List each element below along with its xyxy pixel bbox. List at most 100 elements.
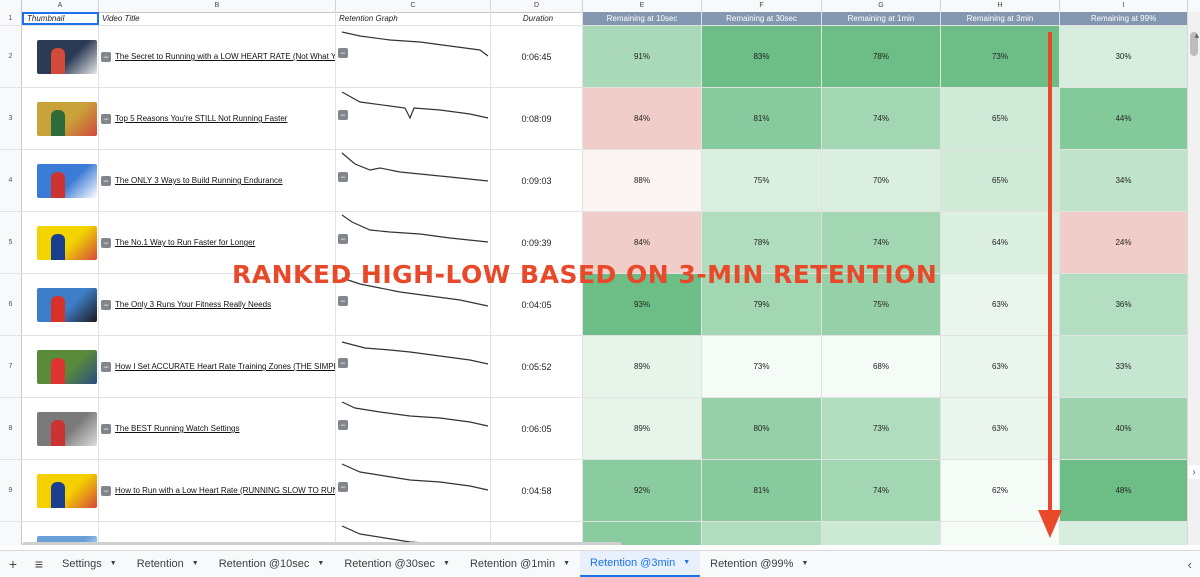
retention-r3m-cell[interactable]: 64%	[941, 212, 1060, 273]
retention-r3m-cell[interactable]: 63%	[941, 336, 1060, 397]
retention-graph-cell[interactable]: −	[336, 274, 491, 335]
header-remaining-1min[interactable]: Remaining at 1min	[822, 12, 941, 25]
duration-cell[interactable]: 0:06:05	[491, 398, 583, 459]
video-title-cell[interactable]: − The No.1 Way to Run Faster for Longer	[99, 212, 336, 273]
retention-r99-cell[interactable]: 30%	[1060, 522, 1188, 545]
retention-r30-cell[interactable]: 81%	[702, 88, 822, 149]
video-title-link[interactable]: The BEST Running Watch Settings	[115, 424, 240, 433]
retention-r3m-cell[interactable]: 63%	[941, 274, 1060, 335]
header-video-title[interactable]: Video Title	[99, 12, 336, 25]
thumbnail-cell[interactable]	[22, 150, 99, 211]
collapse-icon[interactable]: −	[338, 234, 348, 244]
header-remaining-3min[interactable]: Remaining at 3min	[941, 12, 1060, 25]
sheet-tab[interactable]: Retention @99% ▼	[700, 551, 818, 577]
retention-r99-cell[interactable]: 44%	[1060, 88, 1188, 149]
collapse-icon[interactable]: −	[101, 113, 111, 124]
add-sheet-icon[interactable]: +	[8, 555, 18, 572]
tab-menu-caret-icon[interactable]: ▼	[191, 560, 199, 567]
header-remaining-10sec[interactable]: Remaining at 10sec	[583, 12, 702, 25]
thumbnail-cell[interactable]	[22, 26, 99, 87]
video-thumbnail[interactable]	[37, 473, 97, 508]
duration-cell[interactable]: 0:04:58	[491, 460, 583, 521]
header-duration[interactable]: Duration	[491, 12, 583, 25]
sheet-tab[interactable]: Retention @1min ▼	[460, 551, 580, 577]
retention-r99-cell[interactable]: 30%	[1060, 26, 1188, 87]
retention-r99-cell[interactable]: 40%	[1060, 398, 1188, 459]
tab-menu-caret-icon[interactable]: ▼	[443, 560, 450, 567]
sheet-tab[interactable]: Retention ▼	[127, 551, 209, 577]
collapse-icon[interactable]: −	[338, 172, 348, 182]
video-title-link[interactable]: The ONLY 3 Ways to Build Running Enduran…	[115, 176, 283, 185]
tab-menu-caret-icon[interactable]: ▼	[563, 560, 571, 567]
sheet-tab[interactable]: Retention @3min ▼	[580, 550, 701, 577]
retention-r30-cell[interactable]: 83%	[702, 26, 822, 87]
column-header-d[interactable]: D	[491, 0, 583, 12]
row-number[interactable]: 3	[0, 88, 22, 149]
duration-cell[interactable]: 0:06:45	[491, 26, 583, 87]
video-title-cell[interactable]: − The Only 3 Runs Your Fitness Really Nee…	[99, 274, 336, 335]
retention-r99-cell[interactable]: 34%	[1060, 150, 1188, 211]
collapse-icon[interactable]: −	[101, 299, 111, 310]
duration-cell[interactable]: 0:09:03	[491, 150, 583, 211]
retention-graph-cell[interactable]: −	[336, 212, 491, 273]
video-title-cell[interactable]: −The Biggest Running Myth (NOT WHAT YOU …	[99, 522, 336, 545]
column-header-i[interactable]: I	[1060, 0, 1188, 12]
retention-r10-cell[interactable]: 92%	[583, 522, 702, 545]
column-header-a[interactable]: A	[22, 0, 99, 12]
retention-r30-cell[interactable]: 78%	[702, 212, 822, 273]
retention-r10-cell[interactable]: 91%	[583, 26, 702, 87]
sheet-tab[interactable]: Retention @10sec ▼	[209, 551, 335, 577]
retention-r30-cell[interactable]: 75%	[702, 150, 822, 211]
vertical-scrollbar[interactable]	[1187, 12, 1200, 545]
retention-r3m-cell[interactable]: 73%	[941, 26, 1060, 87]
video-thumbnail[interactable]	[37, 101, 97, 136]
collapse-icon[interactable]: −	[338, 482, 348, 492]
retention-r10-cell[interactable]: 84%	[583, 88, 702, 149]
expand-icon[interactable]: ▴	[1194, 30, 1199, 40]
retention-r1m-cell[interactable]: 74%	[822, 460, 941, 521]
retention-r99-cell[interactable]: 36%	[1060, 274, 1188, 335]
collapse-icon[interactable]: −	[101, 51, 111, 62]
row-number[interactable]: 7	[0, 336, 22, 397]
video-title-cell[interactable]: − The ONLY 3 Ways to Build Running Endura…	[99, 150, 336, 211]
video-title-link[interactable]: The No.1 Way to Run Faster for Longer	[115, 238, 256, 247]
duration-cell[interactable]: 0:08:09	[491, 88, 583, 149]
video-thumbnail[interactable]	[37, 163, 97, 198]
header-thumbnail[interactable]: Thumbnail	[22, 12, 99, 25]
video-title-cell[interactable]: − How to Run with a Low Heart Rate (RUNNI…	[99, 460, 336, 521]
collapse-icon[interactable]: −	[101, 485, 111, 496]
retention-r1m-cell[interactable]: 68%	[822, 336, 941, 397]
duration-cell[interactable]: 0:05:52	[491, 336, 583, 397]
column-header-c[interactable]: C	[336, 0, 491, 12]
thumbnail-cell[interactable]	[22, 274, 99, 335]
column-header-b[interactable]: B	[99, 0, 336, 12]
collapse-icon[interactable]: −	[338, 48, 348, 58]
retention-r30-cell[interactable]: 78%	[702, 522, 822, 545]
horizontal-scrollbar[interactable]	[22, 542, 622, 545]
retention-graph-cell[interactable]: −	[336, 460, 491, 521]
tab-menu-caret-icon[interactable]: ▼	[683, 559, 691, 566]
video-title-link[interactable]: Top 5 Reasons You're STILL Not Running F…	[115, 114, 288, 123]
retention-r10-cell[interactable]: 92%	[583, 460, 702, 521]
retention-r10-cell[interactable]: 93%	[583, 274, 702, 335]
header-remaining-99pct[interactable]: Remaining at 99%	[1060, 12, 1188, 25]
video-title-cell[interactable]: − The BEST Running Watch Settings	[99, 398, 336, 459]
row-number[interactable]: 5	[0, 212, 22, 273]
retention-r1m-cell[interactable]: 74%	[822, 212, 941, 273]
header-retention-graph[interactable]: Retention Graph	[336, 12, 491, 25]
retention-r10-cell[interactable]: 88%	[583, 150, 702, 211]
row-number[interactable]: 4	[0, 150, 22, 211]
vertical-scroll-thumb[interactable]	[1190, 32, 1198, 56]
duration-cell[interactable]: 0:04:05	[491, 274, 583, 335]
retention-r3m-cell[interactable]: 63%	[941, 398, 1060, 459]
select-all-corner[interactable]	[0, 0, 22, 12]
row-number[interactable]: 10	[0, 522, 22, 545]
collapse-icon[interactable]: −	[338, 420, 348, 430]
collapse-icon[interactable]: −	[338, 296, 348, 306]
video-thumbnail[interactable]	[37, 39, 97, 74]
retention-r1m-cell[interactable]: 78%	[822, 26, 941, 87]
tab-menu-caret-icon[interactable]: ▼	[317, 560, 325, 567]
column-header-h[interactable]: H	[941, 0, 1060, 12]
retention-r30-cell[interactable]: 73%	[702, 336, 822, 397]
video-title-link[interactable]: How I Set ACCURATE Heart Rate Training Z…	[115, 362, 335, 371]
